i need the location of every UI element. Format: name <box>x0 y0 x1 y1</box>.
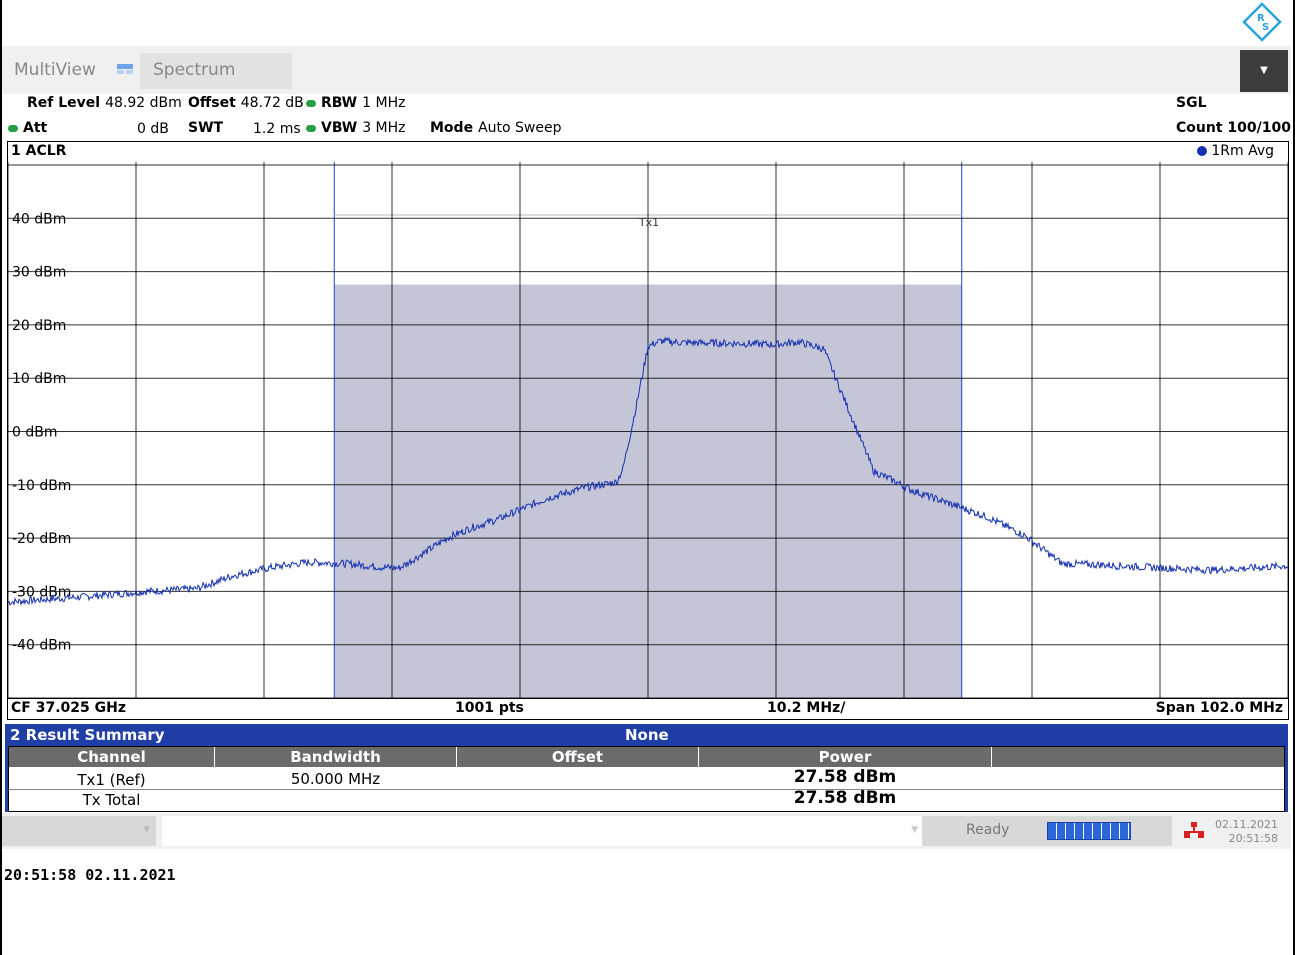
tab-spectrum-label: Spectrum <box>153 60 236 80</box>
channel-label-tx1: Tx1 <box>638 216 659 229</box>
y-tick-label: 10 dBm <box>12 371 66 387</box>
diagram-title: 1 ACLR <box>11 143 67 159</box>
trace-color-icon <box>1197 146 1208 156</box>
result-summary-header: 2 Result Summary None <box>5 724 1288 746</box>
rbw-param[interactable]: RBW 1 MHz <box>306 95 405 111</box>
y-tick-label: -30 dBm <box>12 584 71 600</box>
rbw-coupled-icon <box>306 99 316 107</box>
network-icon <box>1184 822 1204 838</box>
diagram-footer: CF 37.025 GHz 1001 pts 10.2 MHz/ Span 10… <box>7 698 1289 720</box>
status-time: 20:51:58 <box>1228 832 1278 845</box>
column-header-offset: Offset <box>457 747 699 767</box>
diagram-title-bar: 1 ACLR 1Rm Avg <box>7 141 1289 163</box>
status-ready-area: Ready <box>922 816 1172 846</box>
frequency-per-division: 10.2 MHz/ <box>767 700 846 716</box>
frame-right-border <box>1293 0 1295 955</box>
swt-label: SWT <box>188 120 224 136</box>
sweep-count: Count 100/100 <box>1176 120 1291 136</box>
column-header-power: Power <box>699 747 992 767</box>
trace-info[interactable]: 1Rm Avg <box>1197 143 1274 159</box>
offset-value: 48.72 dB <box>240 95 304 111</box>
chevron-down-icon: ▼ <box>143 825 150 835</box>
status-ready: Ready <box>966 822 1010 838</box>
row-channel: Tx Total <box>82 791 141 809</box>
y-tick-label: -40 dBm <box>12 638 71 654</box>
chevron-down-icon: ▼ <box>911 825 918 835</box>
sweep-points: 1001 pts <box>455 700 524 716</box>
vbw-param[interactable]: VBW 3 MHz <box>306 120 406 136</box>
y-tick-label: -20 dBm <box>12 531 71 547</box>
status-left-dropdown[interactable]: ▼ <box>2 816 156 846</box>
att-param[interactable]: Att <box>8 120 52 136</box>
y-tick-label: 40 dBm <box>12 211 66 227</box>
status-datetime: 02.11.2021 20:51:58 <box>1212 818 1278 846</box>
status-message-dropdown[interactable]: ▼ <box>162 816 922 846</box>
offset-label: Offset <box>188 95 236 111</box>
rohde-schwarz-logo: R S <box>1242 2 1282 42</box>
result-summary-table: Channel Bandwidth Offset Power Tx1 (Ref)… <box>8 746 1285 812</box>
dropdown-button[interactable]: ▼ <box>1240 50 1288 92</box>
vbw-label: VBW <box>321 120 358 136</box>
tab-spectrum[interactable]: Spectrum <box>140 53 292 89</box>
screenshot-timestamp: 20:51:58 02.11.2021 <box>4 866 176 884</box>
trace-group <box>7 336 1289 607</box>
y-tick-label: 0 dBm <box>12 425 58 441</box>
att-value: 0 dB <box>137 121 169 137</box>
row-power: 27.58 dBm <box>793 788 897 808</box>
row-divider <box>9 789 1284 790</box>
status-date: 02.11.2021 <box>1215 818 1278 831</box>
swt-value: 1.2 ms <box>253 121 301 137</box>
att-coupled-icon <box>8 124 18 132</box>
spectrum-plot[interactable]: 40 dBm 30 dBm 20 dBm 10 dBm 0 dBm -10 dBm -20 … <box>7 162 1289 699</box>
mode-label: Mode <box>430 120 474 136</box>
row-bandwidth: 50.000 MHz <box>290 770 381 788</box>
grid-lines <box>7 162 1289 699</box>
vbw-value: 3 MHz <box>362 120 406 136</box>
result-summary-mode: None <box>625 726 669 744</box>
column-header-empty <box>992 747 1284 767</box>
rbw-label: RBW <box>321 95 358 111</box>
svg-text:R: R <box>1257 13 1265 24</box>
chevron-down-icon: ▼ <box>1260 65 1268 76</box>
result-summary-title: 2 Result Summary <box>10 726 165 744</box>
column-header-bandwidth: Bandwidth <box>215 747 457 767</box>
mode-param[interactable]: Mode Auto Sweep <box>430 120 561 136</box>
ref-level-label: Ref Level <box>27 95 101 111</box>
y-tick-label: 30 dBm <box>12 265 66 281</box>
trace-label: 1Rm Avg <box>1211 143 1274 159</box>
frame-left-border <box>0 0 2 955</box>
rbw-value: 1 MHz <box>362 95 406 111</box>
svg-text:S: S <box>1262 22 1269 33</box>
swt-param[interactable]: SWT <box>188 120 228 136</box>
y-tick-label: -10 dBm <box>12 478 71 494</box>
mode-value: Auto Sweep <box>478 120 562 136</box>
column-header-channel: Channel <box>9 747 215 767</box>
sweep-progress-bar <box>1047 822 1131 840</box>
multiview-layout-icon <box>117 64 133 74</box>
ref-level-value: 48.92 dBm <box>105 95 182 111</box>
vbw-coupled-icon <box>306 124 316 132</box>
row-channel: Tx1 (Ref) <box>77 771 146 789</box>
ref-level-param[interactable]: Ref Level 48.92 dBm <box>27 95 182 111</box>
y-tick-label: 20 dBm <box>12 318 66 334</box>
y-axis-labels: 40 dBm 30 dBm 20 dBm 10 dBm 0 dBm -10 dBm -20 … <box>12 211 71 653</box>
result-summary-panel: 2 Result Summary None Channel Bandwidth … <box>5 724 1288 812</box>
row-power: 27.58 dBm <box>793 767 897 787</box>
tab-multiview[interactable]: MultiView <box>14 60 96 80</box>
center-frequency: CF 37.025 GHz <box>11 700 126 716</box>
att-label: Att <box>23 120 48 136</box>
offset-param[interactable]: Offset 48.72 dB <box>188 95 304 111</box>
sgl-indicator: SGL <box>1176 95 1207 111</box>
spectrum-trace-line <box>7 336 1289 607</box>
spectrum-chart: 40 dBm 30 dBm 20 dBm 10 dBm 0 dBm -10 dBm -20 … <box>7 162 1289 699</box>
frequency-span: Span 102.0 MHz <box>1155 700 1283 716</box>
